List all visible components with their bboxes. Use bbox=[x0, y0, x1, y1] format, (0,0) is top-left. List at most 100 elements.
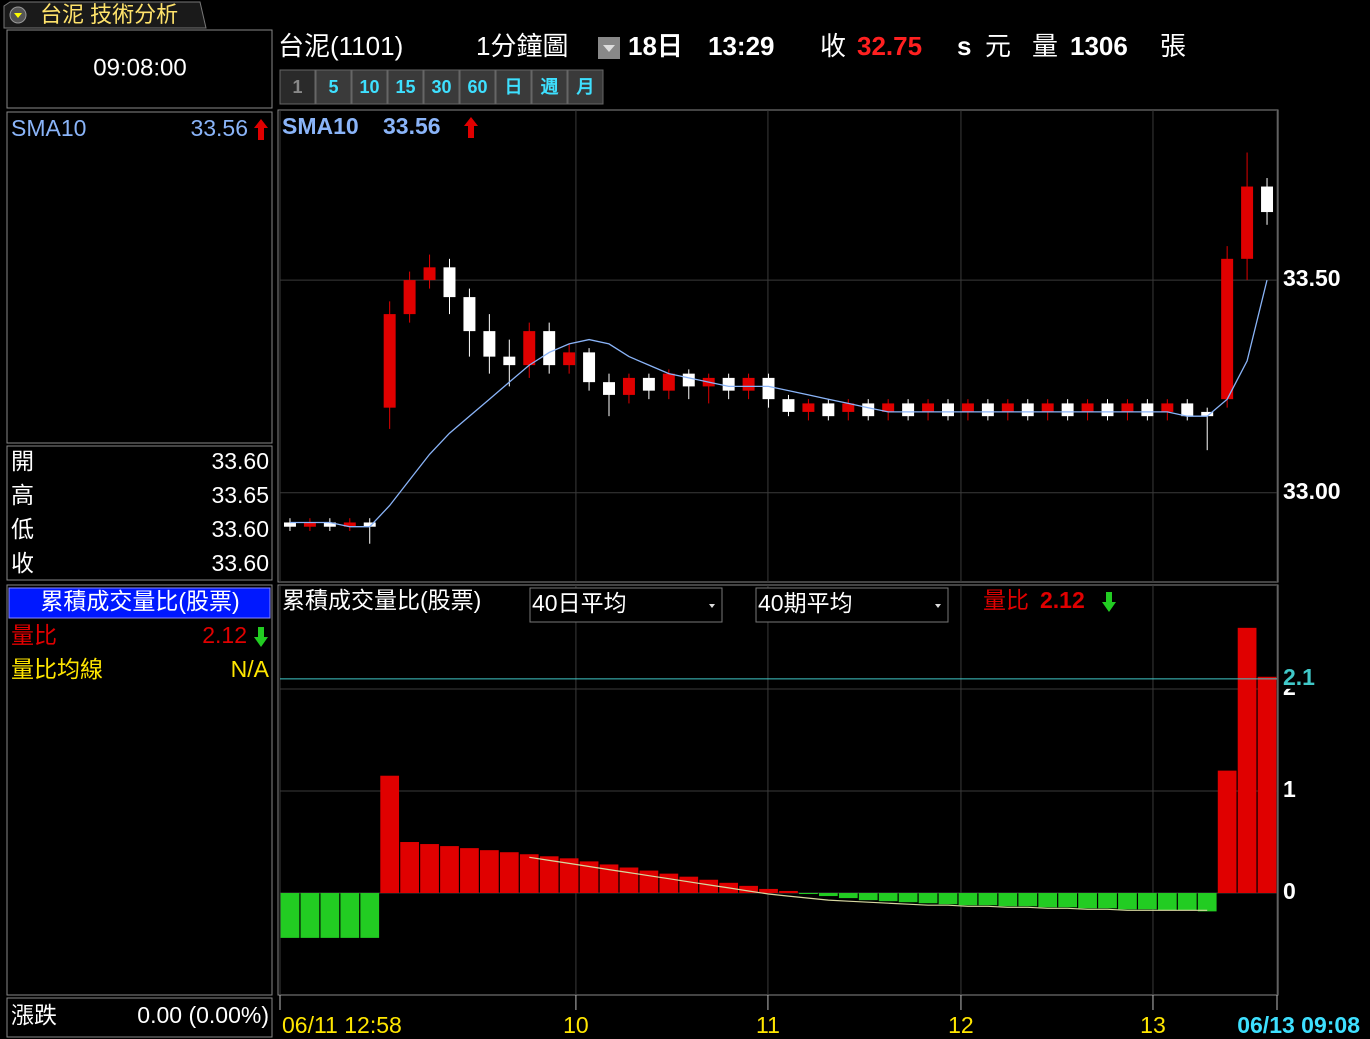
candle-body bbox=[1201, 411, 1214, 417]
x-tick-label: 13 bbox=[1140, 1012, 1166, 1038]
ohlc-label: 收 bbox=[11, 550, 34, 576]
interval-button[interactable] bbox=[279, 69, 316, 105]
x-tick-label: 06/11 12:58 bbox=[282, 1012, 402, 1038]
ratio-bar bbox=[659, 873, 679, 894]
ratio-bar bbox=[699, 879, 719, 894]
ratio-bar bbox=[499, 852, 519, 894]
ratio-readout-value: 2.12 bbox=[1040, 587, 1085, 613]
price-frame bbox=[277, 109, 1279, 583]
ratio-bar bbox=[938, 893, 958, 905]
ratio-bar bbox=[579, 861, 599, 894]
average-select[interactable] bbox=[529, 587, 723, 623]
date: 18日 bbox=[628, 31, 683, 61]
candle-body bbox=[1001, 403, 1014, 412]
candle-body bbox=[1221, 258, 1234, 400]
ratio-bar bbox=[440, 846, 459, 894]
ratio-ma-label: 量比均線 bbox=[11, 656, 103, 682]
ratio-bar bbox=[1257, 676, 1277, 894]
candle-body bbox=[423, 267, 436, 281]
x-tick-label: 06/13 09:08 bbox=[1237, 1012, 1360, 1038]
ratio-bar bbox=[479, 850, 499, 894]
candle-body bbox=[603, 382, 615, 395]
volume-unit: 張 bbox=[1160, 31, 1186, 61]
y-tick-label: 0 bbox=[1283, 878, 1296, 904]
ratio-readout-label: 量比 bbox=[983, 587, 1029, 613]
ratio-bar bbox=[360, 893, 380, 938]
y-tick-label: 1 bbox=[1283, 776, 1296, 802]
average-select-text: 40日平均 bbox=[532, 590, 627, 616]
indicator-chart-title: 累積成交量比(股票) bbox=[282, 587, 481, 613]
interval-button[interactable] bbox=[459, 69, 496, 105]
candle-body bbox=[802, 403, 815, 412]
candle-body bbox=[1241, 186, 1254, 259]
change-box bbox=[6, 997, 273, 1038]
clock-box bbox=[6, 29, 273, 109]
candle-body bbox=[403, 280, 416, 315]
close-value: 32.75 bbox=[857, 31, 922, 61]
indicator-header[interactable] bbox=[8, 587, 271, 619]
select-arrow bbox=[709, 604, 715, 608]
candle-body bbox=[961, 403, 974, 412]
down-arrow bbox=[254, 627, 268, 647]
volume-label: 量 bbox=[1032, 31, 1058, 61]
candle-body bbox=[1261, 186, 1274, 213]
interval-button[interactable] bbox=[567, 69, 604, 105]
sma-line bbox=[290, 279, 1268, 528]
candle-body bbox=[981, 403, 994, 417]
period: 1分鐘圖 bbox=[476, 31, 568, 61]
candle-body bbox=[283, 522, 296, 527]
ratio-bar bbox=[539, 856, 559, 894]
ohlc-value: 33.60 bbox=[211, 516, 269, 542]
ohlc-label: 低 bbox=[11, 516, 34, 542]
interval-button[interactable] bbox=[387, 69, 424, 105]
candle-body bbox=[922, 403, 935, 412]
tab-icon-arrow bbox=[14, 13, 22, 18]
candle-body bbox=[503, 356, 516, 366]
candle-body bbox=[862, 403, 875, 417]
ratio-bar bbox=[1217, 770, 1237, 894]
ratio-bar bbox=[1118, 893, 1137, 910]
interval-label: 30 bbox=[431, 77, 451, 97]
sma-label: SMA10 bbox=[11, 115, 86, 141]
ohlc-value: 33.60 bbox=[211, 448, 269, 474]
period-select[interactable] bbox=[755, 587, 949, 623]
ratio-bar bbox=[1038, 893, 1058, 908]
ratio-bar bbox=[400, 842, 419, 894]
candle-body bbox=[543, 331, 556, 366]
interval-button[interactable] bbox=[423, 69, 460, 105]
ratio-bar bbox=[779, 890, 798, 894]
candle-body bbox=[1081, 403, 1094, 412]
candle-body bbox=[842, 403, 855, 412]
interval-button[interactable] bbox=[495, 69, 532, 105]
ratio-ma-value: N/A bbox=[231, 656, 270, 682]
ohlc-table: 開 33.60 高 33.65 低 33.60 收 33.60 bbox=[11, 448, 269, 576]
ratio-bar bbox=[1157, 893, 1177, 911]
candle-body bbox=[1041, 403, 1054, 412]
ratio-bar bbox=[380, 775, 400, 894]
ratio-bar bbox=[739, 885, 758, 894]
y-tick-label: 33.50 bbox=[1283, 265, 1341, 291]
time: 13:29 bbox=[708, 31, 775, 61]
stock-name: 台泥(1101) bbox=[278, 31, 403, 61]
candle-body bbox=[483, 331, 496, 357]
interval-label: 1 bbox=[292, 77, 302, 97]
up-arrow bbox=[254, 119, 268, 140]
close-label: 收 bbox=[820, 31, 846, 61]
candle-body bbox=[822, 403, 835, 417]
reference-label: 2.1 bbox=[1283, 664, 1315, 690]
ratio-bar bbox=[519, 854, 539, 894]
interval-button[interactable] bbox=[351, 69, 388, 105]
interval-label: 15 bbox=[395, 77, 415, 97]
chart-sma-label: SMA10 bbox=[282, 113, 359, 139]
x-tick-label: 10 bbox=[563, 1012, 589, 1038]
ratio-average-line bbox=[529, 856, 1208, 911]
ratio-bar bbox=[599, 864, 619, 894]
candle-body bbox=[583, 352, 596, 383]
tab[interactable] bbox=[3, 1, 207, 29]
reference-label-bg bbox=[1281, 666, 1321, 689]
candle-body bbox=[323, 522, 336, 527]
candle-body bbox=[782, 399, 795, 412]
candle-body bbox=[1141, 403, 1154, 417]
interval-button[interactable] bbox=[315, 69, 352, 105]
interval-button[interactable] bbox=[531, 69, 568, 105]
